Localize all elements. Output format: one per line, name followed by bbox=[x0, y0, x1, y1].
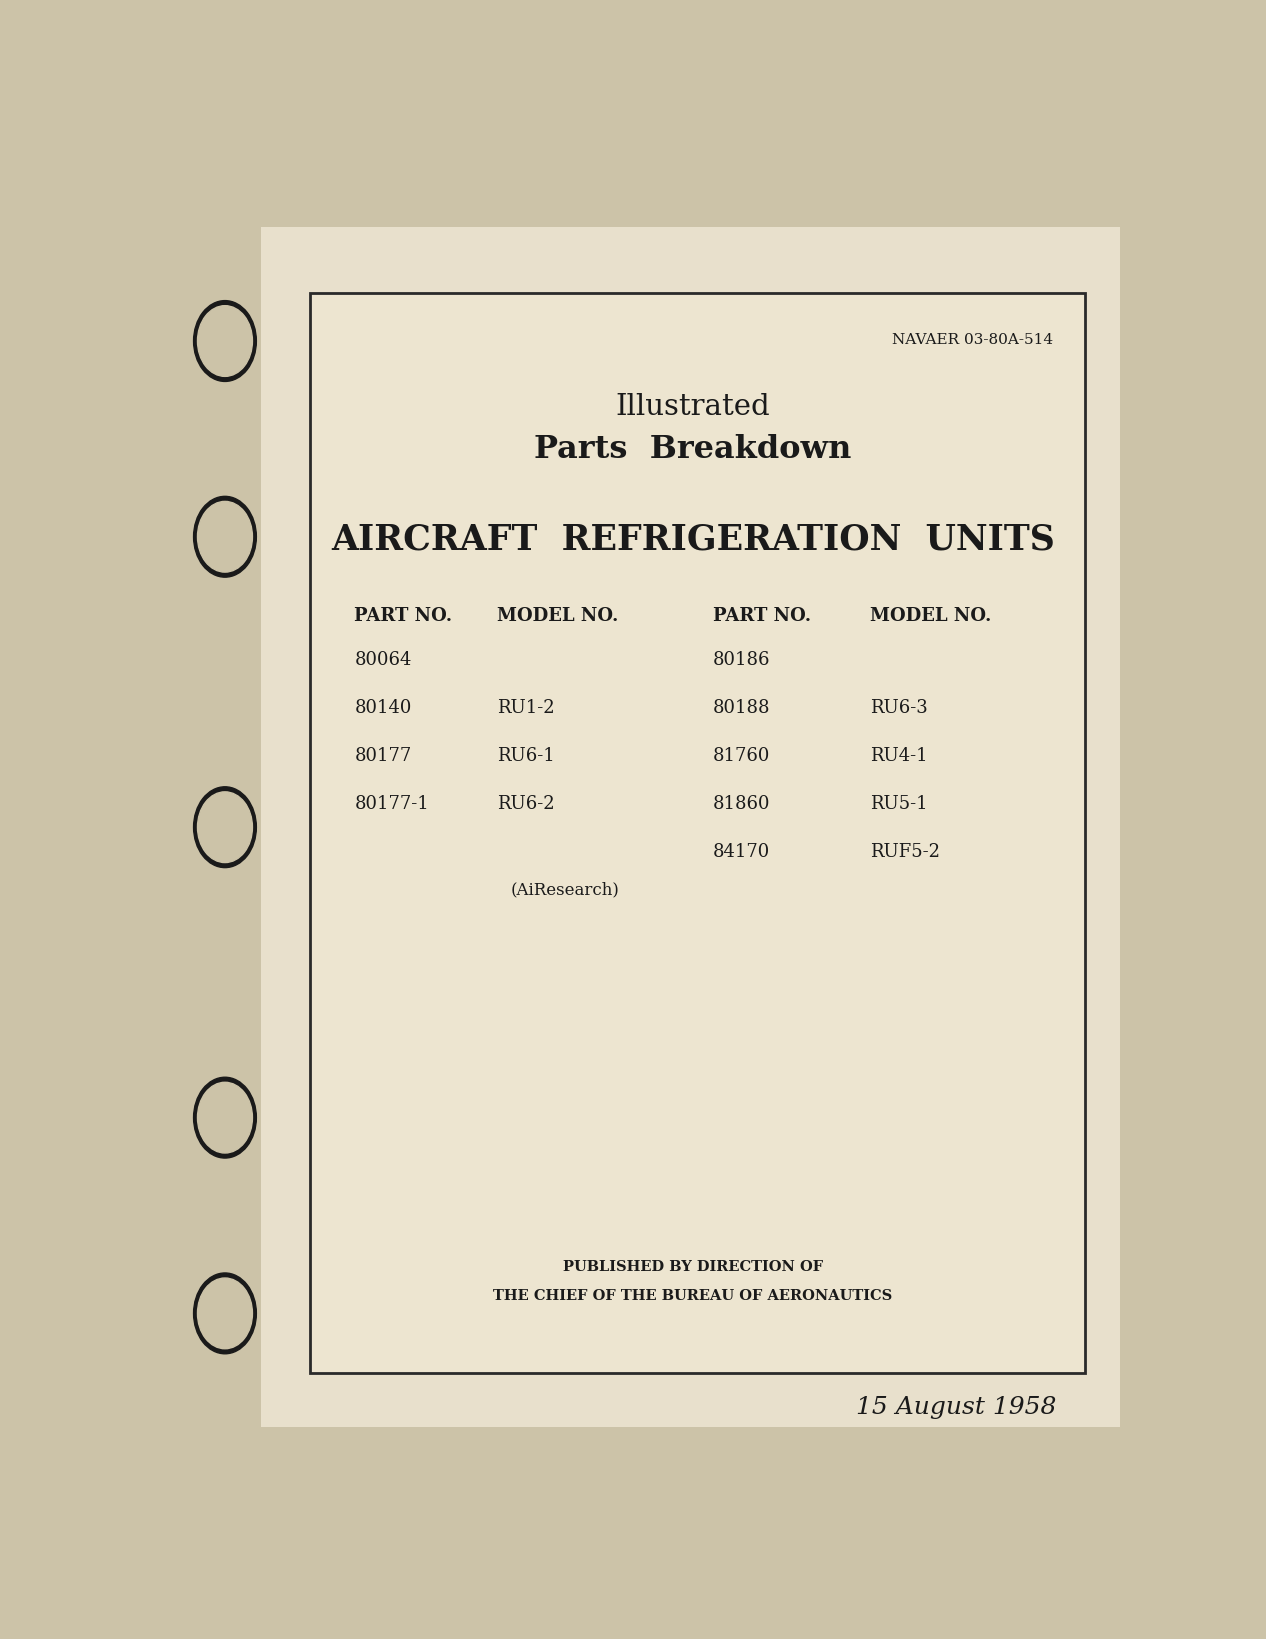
Text: 80186: 80186 bbox=[713, 651, 770, 669]
Text: AIRCRAFT  REFRIGERATION  UNITS: AIRCRAFT REFRIGERATION UNITS bbox=[330, 523, 1055, 556]
Text: PART NO.: PART NO. bbox=[713, 606, 810, 624]
Text: 80177: 80177 bbox=[354, 747, 411, 765]
Text: RUF5-2: RUF5-2 bbox=[870, 842, 939, 860]
Text: PART NO.: PART NO. bbox=[354, 606, 453, 624]
Circle shape bbox=[194, 497, 256, 579]
Text: RU6-1: RU6-1 bbox=[496, 747, 555, 765]
Text: RU4-1: RU4-1 bbox=[870, 747, 927, 765]
Text: 15 August 1958: 15 August 1958 bbox=[856, 1396, 1056, 1419]
Circle shape bbox=[197, 306, 252, 377]
Circle shape bbox=[194, 787, 256, 869]
Text: 81860: 81860 bbox=[713, 795, 770, 813]
Circle shape bbox=[194, 1077, 256, 1159]
Text: MODEL NO.: MODEL NO. bbox=[496, 606, 618, 624]
Circle shape bbox=[197, 1083, 252, 1154]
FancyBboxPatch shape bbox=[261, 228, 1120, 1428]
Circle shape bbox=[197, 792, 252, 864]
Circle shape bbox=[197, 1278, 252, 1349]
Text: NAVAER 03-80A-514: NAVAER 03-80A-514 bbox=[893, 333, 1053, 347]
Text: (AiResearch): (AiResearch) bbox=[511, 880, 620, 898]
Text: 80064: 80064 bbox=[354, 651, 411, 669]
Circle shape bbox=[197, 502, 252, 572]
Text: MODEL NO.: MODEL NO. bbox=[870, 606, 991, 624]
Text: 80177-1: 80177-1 bbox=[354, 795, 429, 813]
Text: THE CHIEF OF THE BUREAU OF AERONAUTICS: THE CHIEF OF THE BUREAU OF AERONAUTICS bbox=[494, 1288, 893, 1303]
Text: PUBLISHED BY DIRECTION OF: PUBLISHED BY DIRECTION OF bbox=[563, 1259, 823, 1274]
Circle shape bbox=[194, 302, 256, 382]
Circle shape bbox=[194, 1274, 256, 1354]
FancyBboxPatch shape bbox=[310, 293, 1085, 1373]
Text: 84170: 84170 bbox=[713, 842, 770, 860]
Text: RU5-1: RU5-1 bbox=[870, 795, 927, 813]
Text: 81760: 81760 bbox=[713, 747, 770, 765]
Text: 80188: 80188 bbox=[713, 698, 770, 716]
Text: RU1-2: RU1-2 bbox=[496, 698, 555, 716]
Text: RU6-3: RU6-3 bbox=[870, 698, 927, 716]
Text: Illustrated: Illustrated bbox=[615, 392, 770, 420]
Text: RU6-2: RU6-2 bbox=[496, 795, 555, 813]
Text: Parts  Breakdown: Parts Breakdown bbox=[534, 434, 852, 465]
Text: 80140: 80140 bbox=[354, 698, 411, 716]
